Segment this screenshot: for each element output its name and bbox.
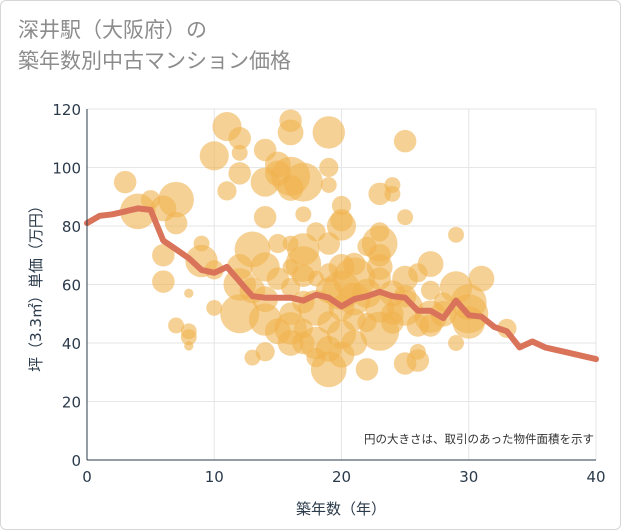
bubble-point bbox=[206, 299, 223, 316]
bubble-point bbox=[384, 185, 401, 202]
bubble-point bbox=[319, 157, 339, 178]
average-price-line bbox=[84, 205, 599, 363]
bubble-point bbox=[417, 251, 444, 277]
y-tick-label: 0 bbox=[71, 452, 81, 470]
bubble-point bbox=[295, 206, 312, 223]
bubble-point bbox=[393, 129, 417, 153]
bubble-point bbox=[420, 280, 441, 300]
bubble-point bbox=[199, 141, 229, 171]
bubble-point bbox=[268, 233, 288, 254]
bubble-point bbox=[341, 330, 368, 356]
bubble-point bbox=[406, 349, 430, 372]
x-tick-label: 10 bbox=[205, 468, 224, 486]
y-tick-label: 120 bbox=[52, 101, 81, 119]
chart-title: 深井駅（大阪府）の 築年数別中古マンション価格 bbox=[18, 15, 291, 77]
tick-labels: 0 20 40 60 80 100 120 0 10 20 30 40 bbox=[52, 101, 605, 486]
bubble-point bbox=[397, 209, 414, 226]
bubble-point bbox=[158, 181, 194, 218]
x-tick-label: 20 bbox=[332, 468, 351, 486]
y-tick-label: 100 bbox=[52, 160, 81, 178]
bubble-point bbox=[277, 119, 304, 146]
bubble-point bbox=[326, 211, 357, 241]
y-axis-title: 坪（3.3㎡）単価（万円） bbox=[27, 198, 45, 372]
bubble-point bbox=[448, 335, 464, 351]
bubble-point bbox=[164, 211, 188, 235]
bubble-point bbox=[253, 205, 277, 229]
bubble-point bbox=[228, 162, 251, 185]
bubble-point bbox=[231, 144, 248, 161]
bubble-point bbox=[152, 244, 175, 267]
y-tick-label: 40 bbox=[62, 335, 81, 353]
bubble-point bbox=[244, 349, 261, 366]
bubble-point bbox=[448, 226, 464, 243]
bubble-point bbox=[255, 342, 275, 362]
y-tick-label: 20 bbox=[62, 394, 81, 412]
bubble-point bbox=[217, 181, 237, 201]
bubble-point bbox=[152, 270, 175, 293]
bubble-point bbox=[320, 177, 337, 193]
y-tick-label: 80 bbox=[62, 218, 81, 236]
chart-title-line-2: 築年数別中古マンション価格 bbox=[18, 49, 291, 73]
bubble-point bbox=[168, 317, 185, 334]
bubble-size-note: 円の大きさは、取引のあった物件面積を示す bbox=[364, 432, 594, 446]
bubble-point bbox=[312, 116, 345, 149]
bubble-layer bbox=[113, 109, 517, 388]
bubble-point bbox=[180, 329, 197, 346]
axes bbox=[86, 109, 596, 461]
x-tick-label: 30 bbox=[459, 468, 478, 486]
chart-title-line-1: 深井駅（大阪府）の bbox=[18, 18, 207, 42]
bubble-point bbox=[113, 170, 137, 194]
x-tick-label: 0 bbox=[82, 468, 92, 486]
bubble-point bbox=[184, 288, 194, 298]
bubble-point bbox=[184, 341, 194, 351]
x-axis-title: 築年数（年） bbox=[296, 500, 386, 518]
bubble-point bbox=[228, 127, 251, 150]
bubble-point bbox=[283, 162, 323, 202]
bubble-point bbox=[468, 265, 495, 292]
x-tick-label: 40 bbox=[586, 468, 605, 486]
bubble-point bbox=[355, 358, 379, 381]
y-tick-label: 60 bbox=[62, 277, 81, 295]
